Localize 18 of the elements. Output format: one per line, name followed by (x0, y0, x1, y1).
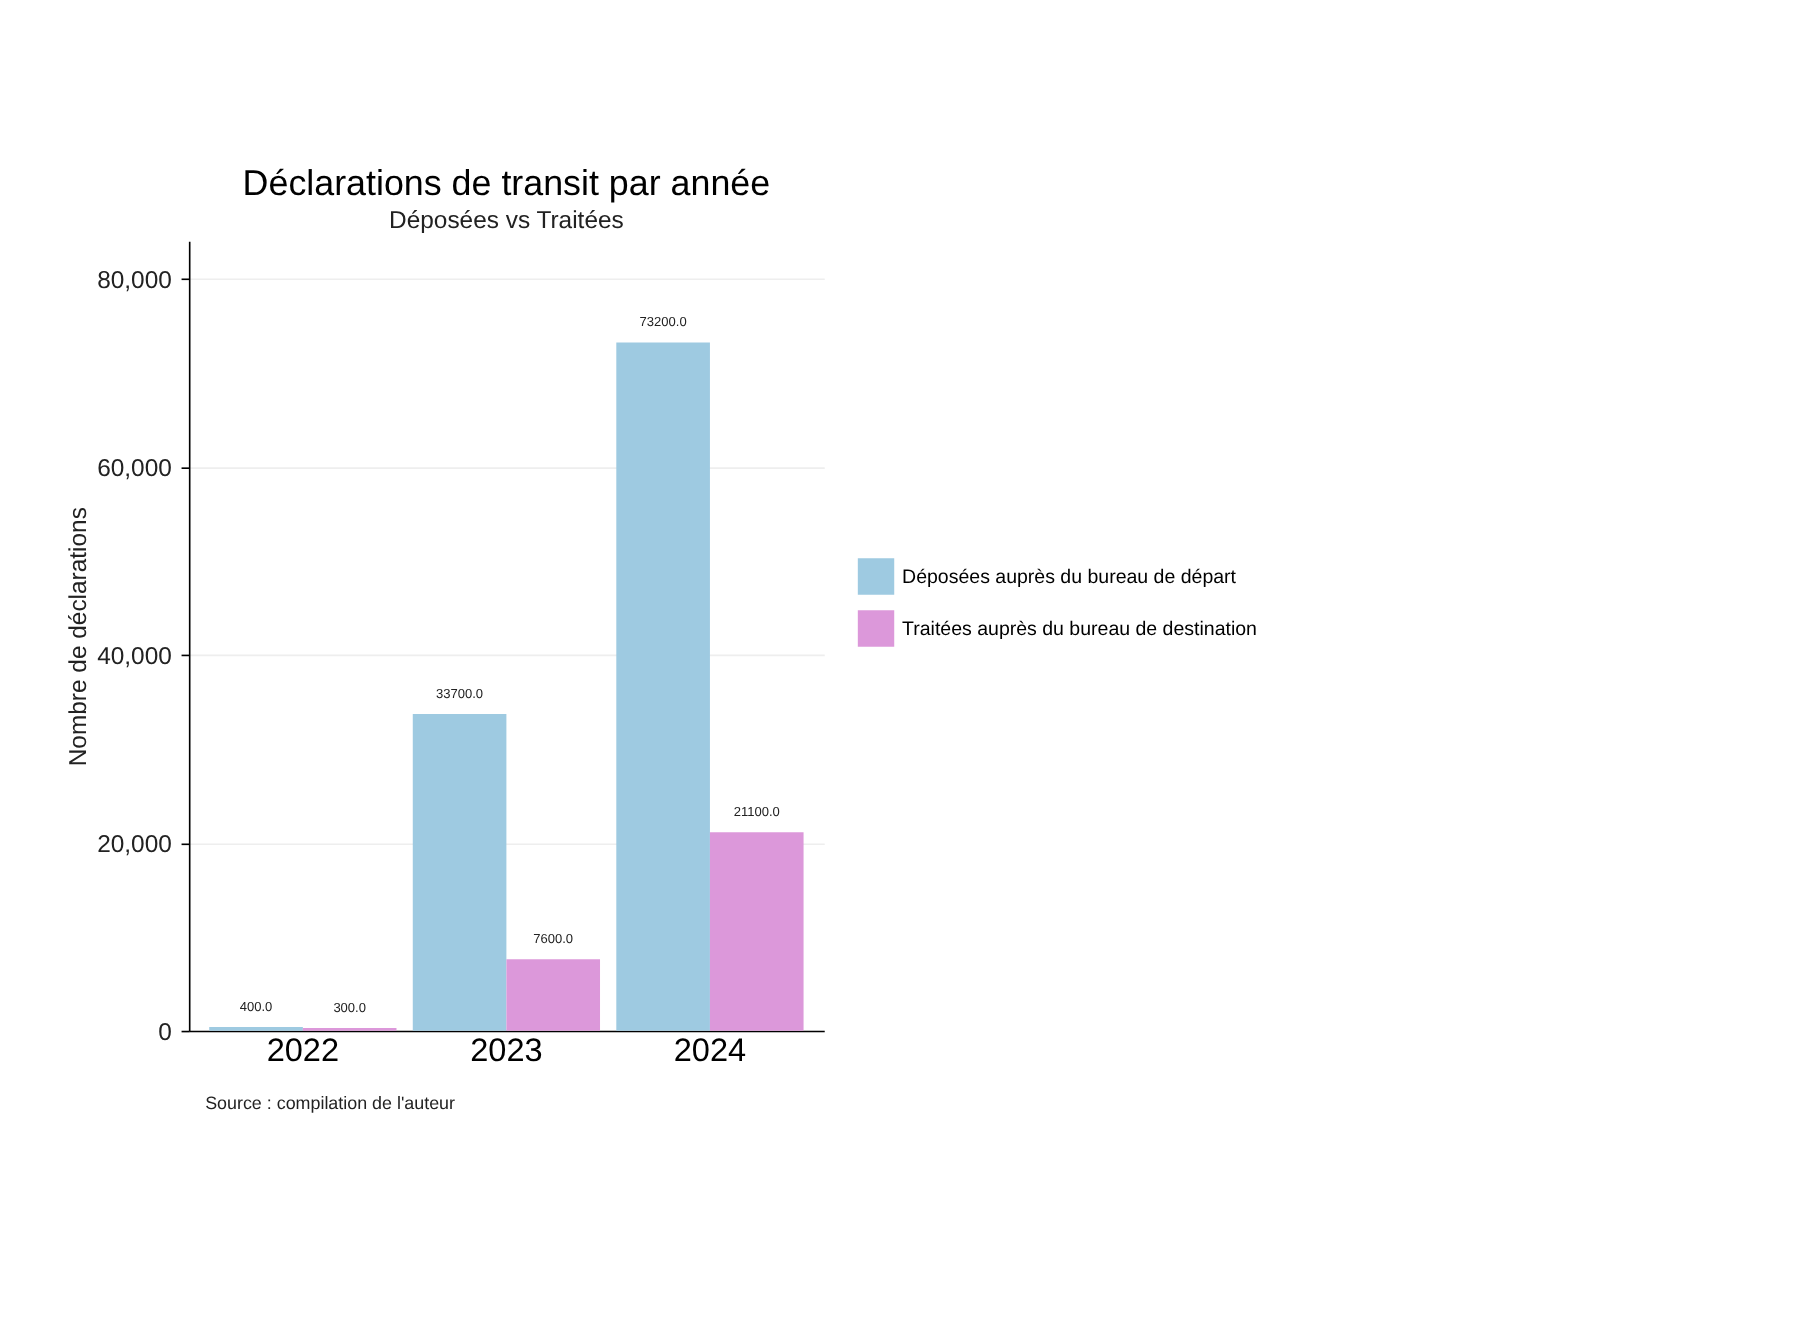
y-tick-label: 40,000 (97, 641, 173, 670)
x-tick-label: 2023 (470, 1032, 543, 1069)
chart-subtitle: Déposées vs Traitées (389, 206, 624, 234)
y-tick-label: 0 (158, 1017, 173, 1046)
bar (616, 342, 710, 1031)
y-tick-label: 80,000 (97, 265, 173, 294)
legend-label: Traitées auprès du bureau de destination (902, 619, 1257, 642)
x-tick-label: 2024 (673, 1032, 747, 1069)
y-tick-label: 20,000 (97, 829, 173, 858)
bar (412, 713, 507, 1031)
bar (709, 832, 804, 1031)
source-note: Source : compilation de l'auteur (205, 1092, 456, 1113)
x-tick-label: 2022 (266, 1032, 340, 1069)
y-axis-title: Nombre de déclarations (63, 507, 92, 767)
legend-label: Déposées auprès du bureau de départ (902, 566, 1237, 589)
chart-title: Déclarations de transit par année (242, 163, 771, 204)
bar (506, 959, 601, 1031)
y-tick-label: 60,000 (97, 453, 173, 482)
